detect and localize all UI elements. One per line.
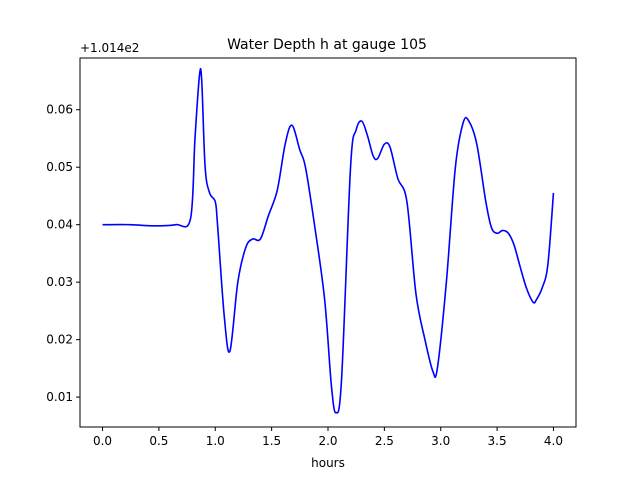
x-tick-label: 3.0 xyxy=(431,434,450,448)
x-axis-label: hours xyxy=(311,456,345,470)
x-tick-label: 3.5 xyxy=(488,434,507,448)
x-tick-label: 0.5 xyxy=(149,434,168,448)
x-tick-label: 2.0 xyxy=(318,434,337,448)
x-tick-label: 2.5 xyxy=(375,434,394,448)
y-axis-offset-label: +1.014e2 xyxy=(80,41,139,55)
y-tick-label: 0.04 xyxy=(46,218,73,232)
plot-area xyxy=(102,67,555,414)
x-tick-label: 0.0 xyxy=(93,434,112,448)
y-tick-label: 0.06 xyxy=(46,103,73,117)
series-line-0 xyxy=(102,67,555,414)
axes-frame xyxy=(79,57,577,428)
x-axis: 0.0 0.5 1.0 1.5 2.0 2.5 3.0 3.5 4.0 xyxy=(93,427,563,448)
x-tick-label: 1.5 xyxy=(262,434,281,448)
x-tick-label: 1.0 xyxy=(206,434,225,448)
y-tick-label: 0.01 xyxy=(46,390,73,404)
x-tick-label: 4.0 xyxy=(544,434,563,448)
y-tick-label: 0.03 xyxy=(46,275,73,289)
y-axis: 0.01 0.02 0.03 0.04 0.05 0.06 xyxy=(46,103,80,404)
y-tick-label: 0.02 xyxy=(46,333,73,347)
chart-title: Water Depth h at gauge 105 xyxy=(227,37,427,53)
y-tick-label: 0.05 xyxy=(46,160,73,174)
